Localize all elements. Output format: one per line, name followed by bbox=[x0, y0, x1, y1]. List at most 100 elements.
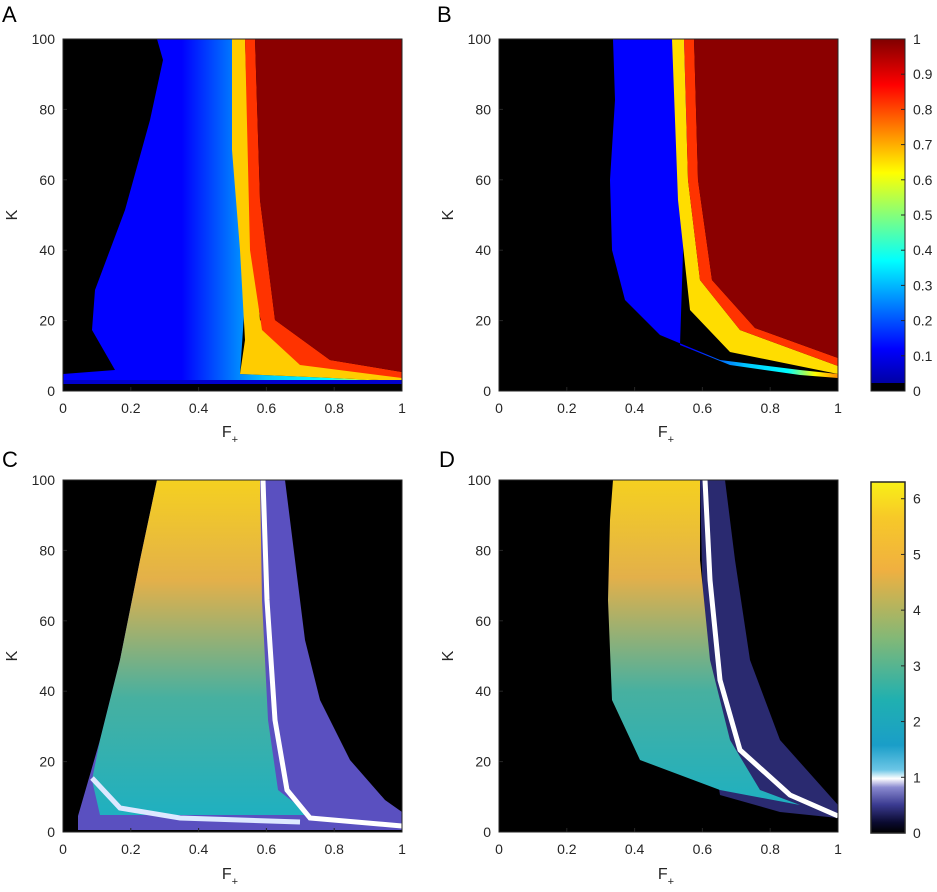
colorbar-jet-tick-label: 0.5 bbox=[913, 207, 933, 223]
heatmap-c-region-main bbox=[92, 480, 310, 815]
axes-b-ytick-label: 80 bbox=[475, 101, 491, 117]
axes-d-xlabel: F+ bbox=[658, 866, 674, 888]
axes-d-ytick-label: 0 bbox=[483, 824, 491, 840]
axes-a-ytick-label: 0 bbox=[47, 383, 55, 399]
panel-a: A 0 0.2 0.4 0.6 0.8 1 0 20 40 60 80 100 F+ K bbox=[2, 2, 406, 446]
heatmap-c-white-ridge bbox=[260, 479, 403, 829]
colorbar-jet-tick-label: 0 bbox=[913, 383, 921, 399]
colorbar-jet-tick-label: 0.7 bbox=[913, 137, 933, 153]
axes-a-xtick-label: 1 bbox=[398, 400, 406, 416]
axes-c-ytick-label: 100 bbox=[32, 472, 56, 488]
panel-b: B 0 0.2 0.4 0.6 0.8 1 0 20 40 60 80 100 F+ K bbox=[437, 2, 842, 446]
heatmap-b-region-low bbox=[610, 39, 838, 378]
axes-a-ytick-label: 40 bbox=[39, 242, 55, 258]
axes-a-xtick-label: 0 bbox=[59, 400, 67, 416]
axes-d-ytick-label: 60 bbox=[475, 613, 491, 629]
panel-d: D 0 0.2 0.4 0.6 0.8 1 0 20 40 60 80 100 F+ K bbox=[439, 447, 842, 888]
axes-a-xtick-label: 0.4 bbox=[189, 400, 209, 416]
axes-b-ylabel: K bbox=[440, 209, 457, 220]
axes-c-ytick-label: 80 bbox=[39, 542, 55, 558]
axes-c-xlabel: F+ bbox=[222, 866, 238, 888]
heatmap-a-region-transition bbox=[232, 39, 402, 381]
axes-d-xtick-label: 1 bbox=[834, 841, 842, 857]
axes-c-xlabel-main: F bbox=[222, 866, 232, 883]
colorbar-parula-tick-label: 3 bbox=[913, 658, 921, 674]
colorbar-parula-tick-label: 0 bbox=[913, 825, 921, 841]
axes-c-ytick-label: 60 bbox=[39, 613, 55, 629]
axes-c-xtick-label: 0 bbox=[59, 841, 67, 857]
axes-b-ytick-label: 100 bbox=[468, 31, 492, 47]
axes-d-xtick-label: 0.2 bbox=[557, 841, 577, 857]
axes-d-xlabel-main: F bbox=[658, 866, 668, 883]
axes-b-ticks: 0 0.2 0.4 0.6 0.8 1 0 20 40 60 80 100 bbox=[468, 31, 842, 416]
colorbar-jet-tick-label: 0.1 bbox=[913, 348, 933, 364]
axes-d-ytick-label: 40 bbox=[475, 683, 491, 699]
colorbar-jet-tick-label: 0.4 bbox=[913, 242, 933, 258]
colorbar-parula-tick-label: 4 bbox=[913, 602, 921, 618]
colorbar-parula-frame bbox=[870, 481, 906, 834]
axes-c-xtick-label: 0.4 bbox=[189, 841, 209, 857]
axes-a-ytick-label: 80 bbox=[39, 101, 55, 117]
axes-b-xtick-label: 0.2 bbox=[557, 400, 577, 416]
axes-c-xtick-label: 0.6 bbox=[257, 841, 277, 857]
colorbar-parula-gradient bbox=[871, 482, 905, 833]
colorbar-parula-tick-label: 5 bbox=[913, 546, 921, 562]
colorbar-parula-tick-label: 6 bbox=[913, 491, 921, 507]
colorbar-jet-tick-label: 0.9 bbox=[913, 66, 933, 82]
axes-b-xtick-label: 0 bbox=[495, 400, 503, 416]
axes-b-xtick-label: 0.4 bbox=[625, 400, 645, 416]
axes-c-xtick-label: 0.8 bbox=[324, 841, 344, 857]
axes-c-ytick-label: 0 bbox=[47, 824, 55, 840]
colorbar-parula-tick-label: 2 bbox=[913, 714, 921, 730]
panel-label-d: D bbox=[439, 447, 455, 472]
colorbar-jet-tick-label: 0.8 bbox=[913, 101, 933, 117]
heatmap-c-white-ridge-bottom bbox=[90, 776, 301, 825]
axes-c-ytick-label: 20 bbox=[39, 754, 55, 770]
heatmap-d-white-ridge bbox=[702, 479, 840, 819]
axes-a-xlabel-main: F bbox=[222, 424, 232, 441]
axes-a-xlabel: F+ bbox=[222, 424, 238, 446]
axes-a-xlabel-sub: + bbox=[232, 434, 238, 446]
axes-b-xlabel-main: F bbox=[658, 424, 668, 441]
colorbar-parula: 0 1 2 3 4 5 6 bbox=[870, 481, 921, 841]
axes-b-xlabel: F+ bbox=[658, 424, 674, 446]
axes-a-xtick-label: 0.8 bbox=[324, 400, 344, 416]
axes-d-frame bbox=[498, 479, 839, 833]
panel-label-a: A bbox=[2, 2, 17, 27]
axes-d-xlabel-sub: + bbox=[668, 876, 674, 888]
heatmap-a-region-max bbox=[255, 39, 402, 372]
axes-d-ytick-label: 20 bbox=[475, 754, 491, 770]
axes-d-xtick-label: 0 bbox=[495, 841, 503, 857]
axes-b-xlabel-sub: + bbox=[668, 434, 674, 446]
panel-label-c: C bbox=[2, 447, 18, 472]
axes-a-ytick-label: 20 bbox=[39, 313, 55, 329]
colorbar-jet-gradient bbox=[871, 39, 905, 391]
axes-d-xtick-label: 0.6 bbox=[693, 841, 713, 857]
axes-b-ytick-label: 20 bbox=[475, 313, 491, 329]
heatmap-a-region-low bbox=[63, 39, 402, 384]
colorbar-jet-tick-label: 0.6 bbox=[913, 172, 933, 188]
axes-b-frame bbox=[498, 38, 839, 392]
axes-b-ytick-label: 40 bbox=[475, 242, 491, 258]
axes-b-ytick-label: 60 bbox=[475, 172, 491, 188]
panel-label-b: B bbox=[437, 2, 452, 27]
axes-b-xtick-label: 1 bbox=[834, 400, 842, 416]
axes-c-xtick-label: 1 bbox=[398, 841, 406, 857]
colorbar-jet-zero-band bbox=[871, 383, 905, 391]
axes-a-xtick-label: 0.6 bbox=[257, 400, 277, 416]
axes-d-ytick-label: 80 bbox=[475, 542, 491, 558]
colorbar-jet-tick-label: 1 bbox=[913, 31, 921, 47]
axes-c-ylabel: K bbox=[4, 650, 21, 661]
axes-c-xlabel-sub: + bbox=[232, 876, 238, 888]
axes-c-frame bbox=[62, 479, 403, 833]
axes-a-ylabel: K bbox=[4, 209, 21, 220]
colorbar-jet-tick-label: 0.3 bbox=[913, 277, 933, 293]
axes-d-ytick-label: 100 bbox=[468, 472, 492, 488]
axes-c-ticks: 0 0.2 0.4 0.6 0.8 1 0 20 40 60 80 100 bbox=[32, 472, 406, 857]
axes-b-xtick-label: 0.8 bbox=[760, 400, 780, 416]
axes-d-xtick-label: 0.8 bbox=[760, 841, 780, 857]
axes-a-ticks: 0 0.2 0.4 0.6 0.8 1 0 20 40 60 80 100 bbox=[32, 31, 406, 416]
axes-a-ytick-label: 60 bbox=[39, 172, 55, 188]
axes-a-xtick-label: 0.2 bbox=[121, 400, 141, 416]
